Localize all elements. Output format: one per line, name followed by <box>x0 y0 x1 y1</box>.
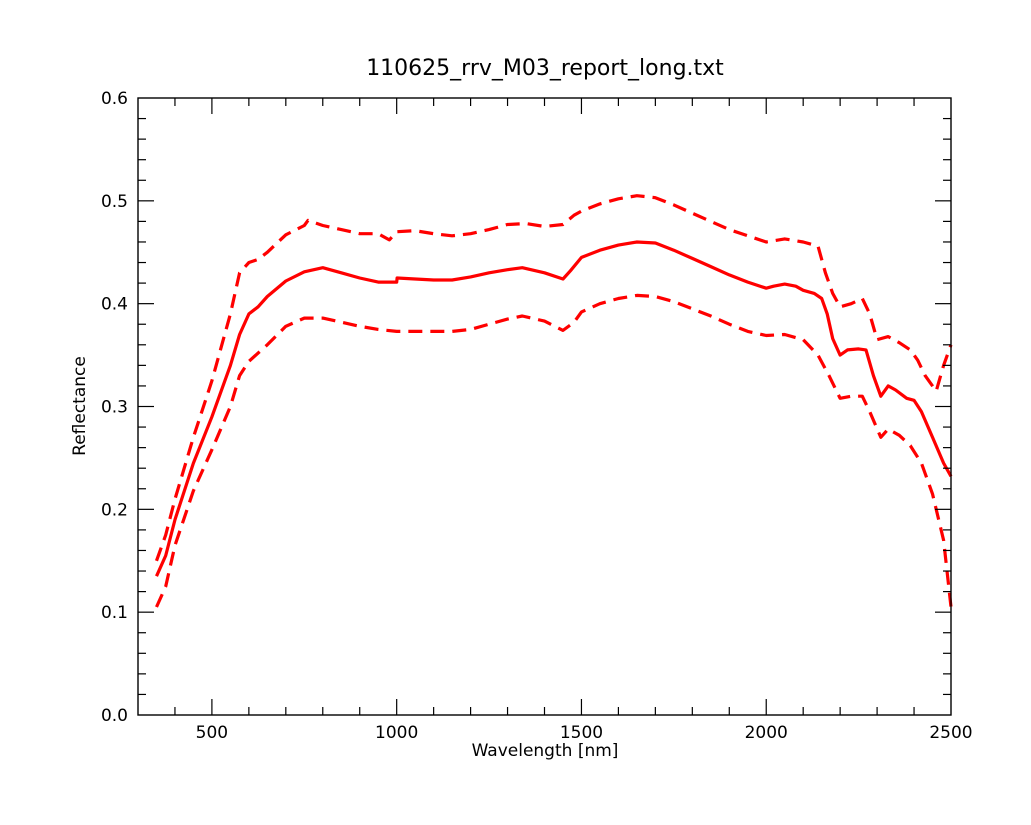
series-line-1 <box>155 240 953 577</box>
y-tick-label: 0.6 <box>101 89 128 109</box>
y-tick-label: 0.3 <box>101 398 128 418</box>
plot-frame <box>137 97 952 716</box>
ticks-layer <box>138 98 951 715</box>
x-tick-label: 2000 <box>745 723 788 743</box>
x-tick-label: 1500 <box>560 723 603 743</box>
series-line-3 <box>155 293 953 608</box>
y-tick-label: 0.2 <box>101 500 128 520</box>
y-tick-label: 0.4 <box>101 295 128 315</box>
y-tick-label: 0.5 <box>101 192 128 212</box>
y-axis-label: Reflectance <box>70 356 90 456</box>
series-layer <box>154 194 953 608</box>
y-tick-label: 0.1 <box>101 603 128 623</box>
x-axis-label: Wavelength [nm] <box>472 741 619 761</box>
x-tick-label: 2500 <box>929 723 972 743</box>
tick-labels-layer: 500 1000 1500 2000 2500 0.0 0.1 0.2 0.3 0.4 0.5 0.6 <box>101 89 973 743</box>
series-line-2 <box>154 194 953 562</box>
x-tick-label: 1000 <box>375 723 418 743</box>
chart-title: 110625_rrv_M03_report_long.txt <box>366 56 724 81</box>
y-tick-label: 0.0 <box>101 706 128 726</box>
axes-layer <box>137 97 952 716</box>
x-tick-label: 500 <box>196 723 228 743</box>
